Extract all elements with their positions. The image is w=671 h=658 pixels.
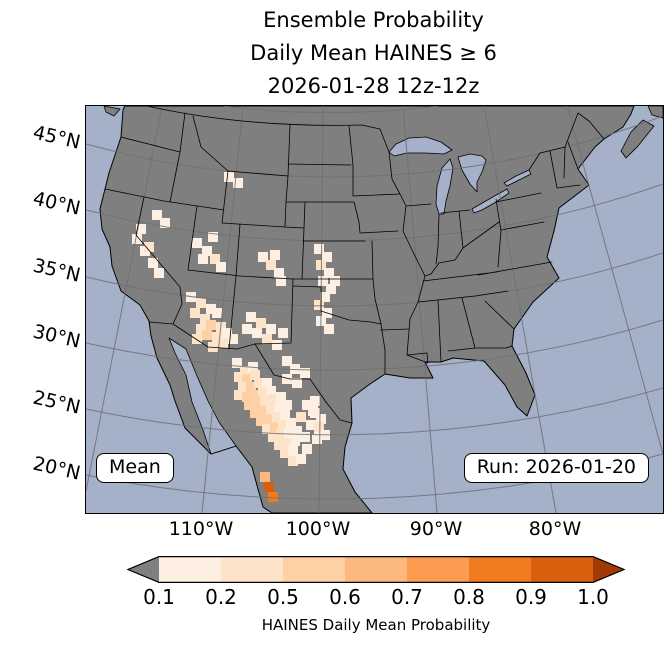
- nova-scotia: [620, 119, 655, 159]
- lake-michigan: [435, 158, 454, 215]
- meridian-110w: [201, 106, 244, 513]
- landmass: [99, 106, 635, 513]
- state-borders-east: [380, 141, 581, 364]
- cbar-tick-0-9: 0.9: [515, 585, 547, 609]
- lat-tick-25n: 25°N: [30, 386, 83, 419]
- lake-huron: [457, 153, 487, 193]
- parallel-50n: [223, 106, 439, 114]
- cbar-tick-1-0: 1.0: [577, 585, 609, 609]
- gulf-of-california: [168, 337, 237, 455]
- colorbar: [126, 556, 626, 583]
- parallel-25n: [86, 387, 663, 436]
- lat-tick-20n: 20°N: [30, 452, 83, 485]
- vancouver-island: [103, 106, 121, 117]
- islands: [103, 106, 663, 159]
- meridian-70w: [566, 106, 663, 455]
- colorbar-outline: [126, 556, 626, 583]
- great-lakes: [388, 136, 532, 215]
- map-canvas: [86, 106, 663, 513]
- lake-superior: [388, 136, 453, 157]
- lon-tick-110w: 110°W: [168, 518, 234, 540]
- colorbar-segments: [159, 556, 593, 583]
- map-axes: Mean Run: 2026-01-20: [85, 105, 664, 514]
- meridian-90w: [402, 106, 438, 513]
- colorbar-canvas: [126, 556, 626, 583]
- lake-ontario: [503, 169, 532, 187]
- cbar-tick-0-8: 0.8: [453, 585, 485, 609]
- lon-tick-80w: 80°W: [528, 518, 582, 540]
- lon-tick-90w: 90°W: [409, 518, 463, 540]
- cbar-tick-0-5: 0.5: [267, 585, 299, 609]
- lon-tick-100w: 100°W: [285, 518, 351, 540]
- political-borders: [104, 106, 605, 424]
- lat-tick-45n: 45°N: [30, 121, 83, 154]
- colorbar-under-arrow: [127, 556, 159, 583]
- colorbar-label: HAINES Daily Mean Probability: [261, 616, 491, 634]
- title-line-2: Daily Mean HAINES ≥ 6: [250, 41, 497, 65]
- parallel-30n: [86, 319, 663, 371]
- lat-tick-30n: 30°N: [30, 320, 83, 353]
- lat-tick-35n: 35°N: [30, 254, 83, 287]
- cbar-tick-0-7: 0.7: [391, 585, 423, 609]
- cbar-tick-0-6: 0.6: [329, 585, 361, 609]
- parallel-40n: [86, 183, 663, 242]
- figure-title: Ensemble Probability Daily Mean HAINES ≥…: [85, 4, 662, 103]
- run-date-badge: Run: 2026-01-20: [463, 453, 649, 483]
- corner-island: [647, 106, 663, 119]
- canada-border: [146, 106, 605, 171]
- cbar-tick-0-2: 0.2: [205, 585, 237, 609]
- title-line-1: Ensemble Probability: [263, 8, 484, 32]
- colorbar-over-arrow: [593, 556, 625, 583]
- mean-badge: Mean: [96, 453, 174, 483]
- meridian-120w: [86, 106, 163, 492]
- title-line-3: 2026-01-28 12z-12z: [267, 74, 480, 98]
- parallel-45n: [86, 115, 663, 178]
- lat-tick-40n: 40°N: [30, 187, 83, 220]
- meridian-80w: [483, 106, 557, 513]
- cbar-tick-0-1: 0.1: [143, 585, 175, 609]
- state-borders-plains: [253, 125, 401, 375]
- state-borders-west: [104, 112, 374, 350]
- mexico-border: [148, 321, 353, 424]
